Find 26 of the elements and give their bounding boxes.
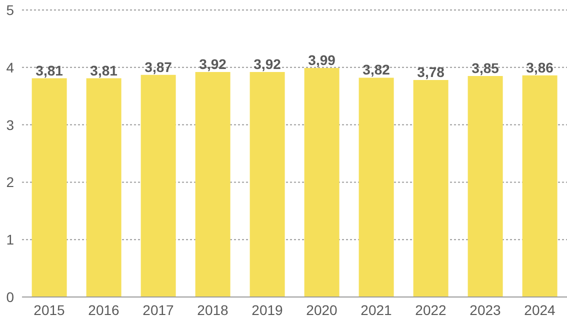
data-label: 3,92	[254, 56, 282, 72]
x-tick-label: 2023	[470, 302, 502, 318]
y-tick-label: 0	[6, 288, 14, 305]
y-tick-label: 4	[6, 59, 14, 76]
data-label: 3,81	[36, 62, 64, 78]
x-tick-label: 2020	[306, 302, 338, 318]
data-label: 3,82	[362, 62, 390, 78]
y-tick-label: 1	[6, 232, 14, 248]
data-label: 3,99	[308, 52, 336, 68]
data-label: 3,92	[199, 56, 227, 72]
data-label: 3,86	[526, 59, 554, 76]
x-tick-label: 2015	[34, 302, 66, 318]
data-label: 3,81	[90, 62, 118, 78]
x-tick-label: 2016	[88, 302, 120, 318]
x-tick-label: 2024	[524, 302, 556, 318]
x-tick-label: 2022	[415, 302, 447, 318]
x-tick-label: 2021	[360, 302, 392, 318]
data-label: 3,78	[417, 64, 445, 80]
x-tick-label: 2018	[197, 302, 229, 318]
y-tick-label: 5	[6, 2, 14, 18]
y-tick-label: 2	[6, 174, 14, 190]
data-label: 3,87	[144, 58, 172, 75]
x-tick-label: 2017	[142, 302, 174, 318]
y-tick-label: 3	[6, 116, 14, 133]
data-label: 3,85	[472, 60, 500, 76]
x-tick-label: 2019	[252, 302, 284, 318]
